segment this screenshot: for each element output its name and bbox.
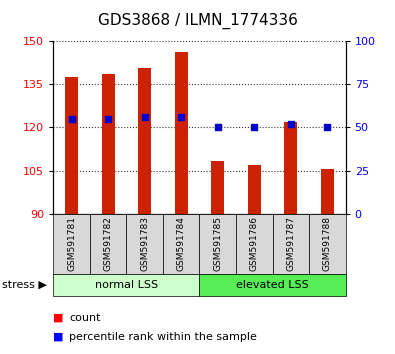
Point xyxy=(105,116,111,121)
Text: GSM591784: GSM591784 xyxy=(177,216,186,272)
Bar xyxy=(102,74,115,214)
Text: count: count xyxy=(69,313,101,322)
Bar xyxy=(175,52,188,214)
Point xyxy=(178,114,184,120)
Bar xyxy=(248,165,261,214)
Text: ■: ■ xyxy=(53,332,64,342)
Text: elevated LSS: elevated LSS xyxy=(236,280,309,290)
Text: GSM591781: GSM591781 xyxy=(67,216,76,272)
Bar xyxy=(138,68,151,214)
Bar xyxy=(321,169,334,214)
Text: ■: ■ xyxy=(53,313,64,322)
Bar xyxy=(211,161,224,214)
Text: GSM591783: GSM591783 xyxy=(140,216,149,272)
Text: GSM591788: GSM591788 xyxy=(323,216,332,272)
Point xyxy=(324,125,331,130)
Point xyxy=(68,116,75,121)
Text: GSM591782: GSM591782 xyxy=(103,216,113,272)
Text: stress ▶: stress ▶ xyxy=(2,280,47,290)
Point xyxy=(288,121,294,127)
Text: normal LSS: normal LSS xyxy=(95,280,158,290)
Text: GSM591785: GSM591785 xyxy=(213,216,222,272)
Point xyxy=(251,125,258,130)
Bar xyxy=(284,122,297,214)
Point xyxy=(141,114,148,120)
Bar xyxy=(65,77,78,214)
Text: percentile rank within the sample: percentile rank within the sample xyxy=(69,332,257,342)
Point xyxy=(214,125,221,130)
Text: GDS3868 / ILMN_1774336: GDS3868 / ILMN_1774336 xyxy=(98,12,297,29)
Text: GSM591786: GSM591786 xyxy=(250,216,259,272)
Text: GSM591787: GSM591787 xyxy=(286,216,295,272)
